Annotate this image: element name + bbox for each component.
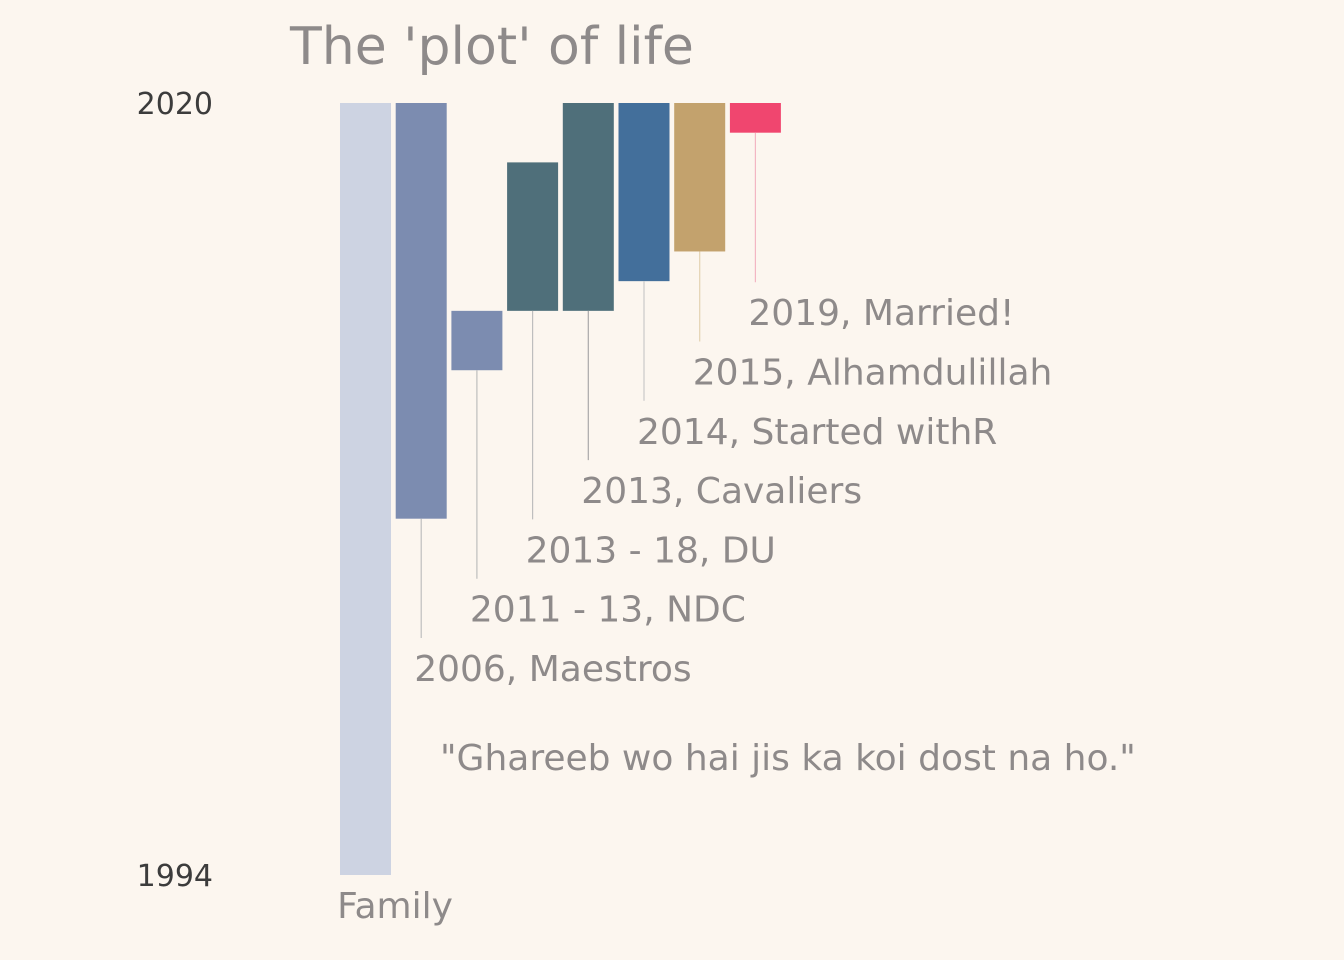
bar-4 (562, 103, 614, 311)
bar-2 (451, 310, 503, 371)
annotation-label-5: 2015, Alhamdulillah (693, 353, 1053, 394)
category-label: Family (337, 886, 453, 927)
annotation-labels-group: 2006, Maestros 2011 - 13, NDC 2013 - 18, D… (414, 293, 1052, 690)
quote-text: "Ghareeb wo hai jis ka koi dost na ho." (440, 738, 1136, 779)
bar-7 (729, 103, 781, 133)
annotation-label-6: 2019, Married! (748, 293, 1014, 334)
annotation-label-0: 2006, Maestros (414, 649, 691, 690)
y-tick-label-2020: 2020 (137, 87, 213, 122)
chart-title: The 'plot' of life (289, 17, 694, 77)
y-tick-label-1994: 1994 (137, 859, 213, 894)
bar-3 (507, 162, 559, 311)
annotation-label-2: 2013 - 18, DU (526, 530, 776, 571)
bar-6 (674, 103, 726, 252)
bar-1 (395, 103, 447, 519)
leader-lines-group (420, 132, 757, 638)
y-axis: 1994 2020 (137, 87, 213, 894)
bar-0 (340, 103, 391, 875)
annotation-label-3: 2013, Cavaliers (581, 471, 862, 512)
annotation-label-1: 2011 - 13, NDC (470, 590, 746, 631)
bars-group (340, 103, 781, 875)
annotation-label-4: 2014, Started withR (637, 412, 997, 453)
bar-5 (618, 103, 670, 282)
